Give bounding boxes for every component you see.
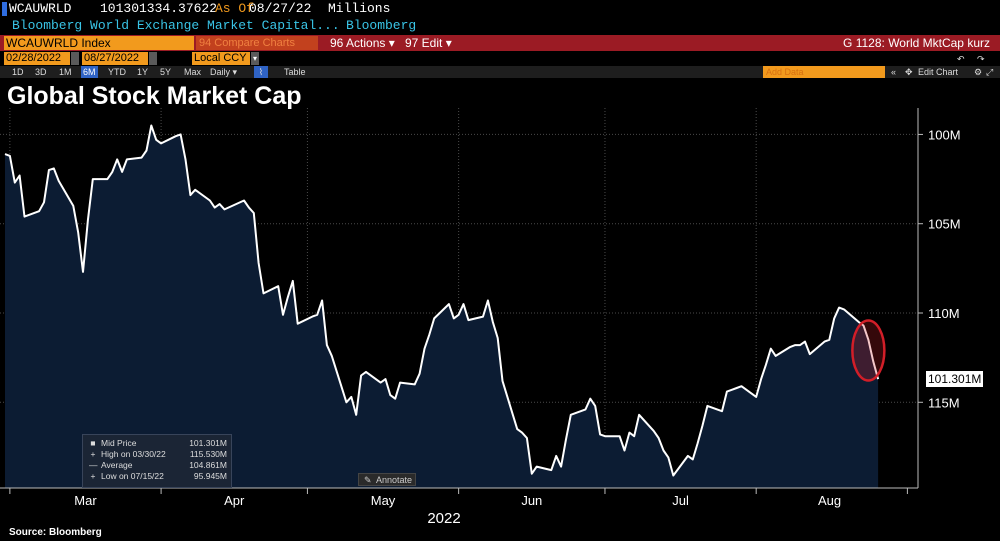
data-source-name: Bloomberg xyxy=(346,18,417,33)
legend-row-mid-price: ■ Mid Price 101.301M xyxy=(89,438,227,448)
highlight-ring xyxy=(851,319,886,382)
settings-icon[interactable]: ⚙ xyxy=(974,67,983,77)
end-date-picker[interactable] xyxy=(149,52,157,65)
period-1y[interactable]: 1Y xyxy=(137,67,149,77)
legend-row-high: + High on 03/30/22 115.530M xyxy=(89,449,227,459)
legend-value: 101.301M xyxy=(189,438,227,448)
pencil-icon: ✎ xyxy=(364,475,372,485)
legend-label: Average xyxy=(101,460,133,470)
period-max[interactable]: Max xyxy=(184,67,202,77)
selection-marker xyxy=(2,2,7,16)
legend-label: Low on 07/15/22 xyxy=(101,471,164,481)
last-value-label: 101.301M xyxy=(926,371,984,388)
start-date-picker[interactable] xyxy=(71,52,79,65)
move-icon[interactable]: ✥ xyxy=(905,67,913,77)
annotate-label: Annotate xyxy=(376,475,413,485)
edit-menu[interactable]: 97 Edit ▾ xyxy=(405,36,452,50)
legend-row-average: — Average 104.861M xyxy=(89,460,227,470)
x-tick-label: Jun xyxy=(521,493,542,508)
currency-dropdown-icon[interactable]: ▾ xyxy=(251,52,259,65)
as-of-date: 08/27/22 xyxy=(249,1,312,16)
security-input[interactable]: WCAUWRLD Index xyxy=(4,36,194,50)
period-ytd[interactable]: YTD xyxy=(108,67,126,77)
y-axis: 115M 110M 105M 100M xyxy=(917,108,961,488)
end-date-input[interactable]: 08/27/2022 xyxy=(82,52,148,65)
currency-select[interactable]: Local CCY xyxy=(192,52,250,65)
legend-value: 104.861M xyxy=(189,460,227,470)
line-chart-icon[interactable]: ⌇ xyxy=(254,66,268,78)
x-tick-label: May xyxy=(371,493,396,508)
edit-chart-button[interactable]: Edit Chart xyxy=(918,67,959,77)
date-range-bar: 02/28/2022 08/27/2022 Local CCY ▾ xyxy=(0,52,1000,65)
plus-icon: + xyxy=(90,471,96,481)
x-axis-label: 2022 xyxy=(427,510,460,527)
period-1m[interactable]: 1M xyxy=(59,67,72,77)
source-note: Source: Bloomberg xyxy=(9,527,102,538)
compare-charts-button[interactable]: 94 Compare Charts xyxy=(196,36,318,50)
legend-value: 95.945M xyxy=(193,471,227,481)
y-tick-label: 115M xyxy=(928,395,960,410)
period-toolbar: 1D 3D 1M 6M YTD 1Y 5Y Max Daily ▾ ⌇ Tabl… xyxy=(0,54,1000,78)
frequency-select[interactable]: Daily ▾ xyxy=(210,67,238,77)
security-header-bar: WCAUWRLD 101301334.37622 As Of 08/27/22 … xyxy=(0,0,1000,18)
x-tick-label: Jul xyxy=(672,493,689,508)
collapse-icon[interactable]: « xyxy=(891,67,897,77)
expand-icon[interactable]: ⤢ xyxy=(986,67,994,77)
x-tick-label: Apr xyxy=(224,493,245,508)
legend-label: High on 03/30/22 xyxy=(101,449,166,459)
y-tick-label: 110M xyxy=(928,306,960,321)
security-description: Bloomberg World Exchange Market Capital.… xyxy=(12,18,340,33)
period-6m[interactable]: 6M xyxy=(81,66,98,78)
chart-title: Global Stock Market Cap xyxy=(7,82,302,110)
x-axis: Mar Apr May Jun Jul Aug 2022 xyxy=(0,487,918,527)
legend-value: 115.530M xyxy=(189,449,227,459)
period-5y[interactable]: 5Y xyxy=(160,67,172,77)
plus-icon: + xyxy=(90,449,96,459)
dash-icon: — xyxy=(89,460,98,470)
function-toolbar: WCAUWRLD Index 94 Compare Charts 96 Acti… xyxy=(0,35,1000,51)
table-button[interactable]: Table xyxy=(284,67,306,77)
actions-menu[interactable]: 96 Actions ▾ xyxy=(330,36,395,50)
series-area xyxy=(5,125,879,488)
period-1d[interactable]: 1D xyxy=(12,67,24,77)
chart-legend: ■ Mid Price 101.301M + High on 03/30/22 … xyxy=(82,434,232,488)
data-points xyxy=(4,125,879,476)
y-tick-label: 105M xyxy=(928,217,961,232)
series-line xyxy=(4,124,880,477)
redo-icon[interactable]: ↷ xyxy=(977,54,985,64)
x-tick-label: Mar xyxy=(74,493,97,508)
legend-row-low: + Low on 07/15/22 95.945M xyxy=(89,471,227,481)
ticker-label[interactable]: WCAUWRLD xyxy=(9,1,72,16)
units-label: Millions xyxy=(328,1,391,16)
legend-label: Mid Price xyxy=(101,438,137,448)
as-of-label: As Of xyxy=(215,1,255,16)
period-3d[interactable]: 3D xyxy=(35,67,47,77)
y-tick-label: 100M xyxy=(928,127,961,142)
x-tick-label: Aug xyxy=(818,493,841,508)
chart-canvas: 115M 110M 105M 100M Mar Apr May Jun Jul Aug 2022 xyxy=(0,108,961,527)
start-date-input[interactable]: 02/28/2022 xyxy=(4,52,70,65)
square-icon: ■ xyxy=(90,438,96,448)
chart-name: G 1128: World MktCap kurz xyxy=(843,36,990,50)
add-data-input[interactable]: Add Data xyxy=(763,66,885,78)
annotate-button[interactable]: ✎ Annotate xyxy=(358,473,416,486)
last-value: 101301334.37622 xyxy=(100,1,218,16)
description-bar: Bloomberg World Exchange Market Capital.… xyxy=(0,18,1000,34)
undo-icon[interactable]: ↶ xyxy=(957,54,965,64)
